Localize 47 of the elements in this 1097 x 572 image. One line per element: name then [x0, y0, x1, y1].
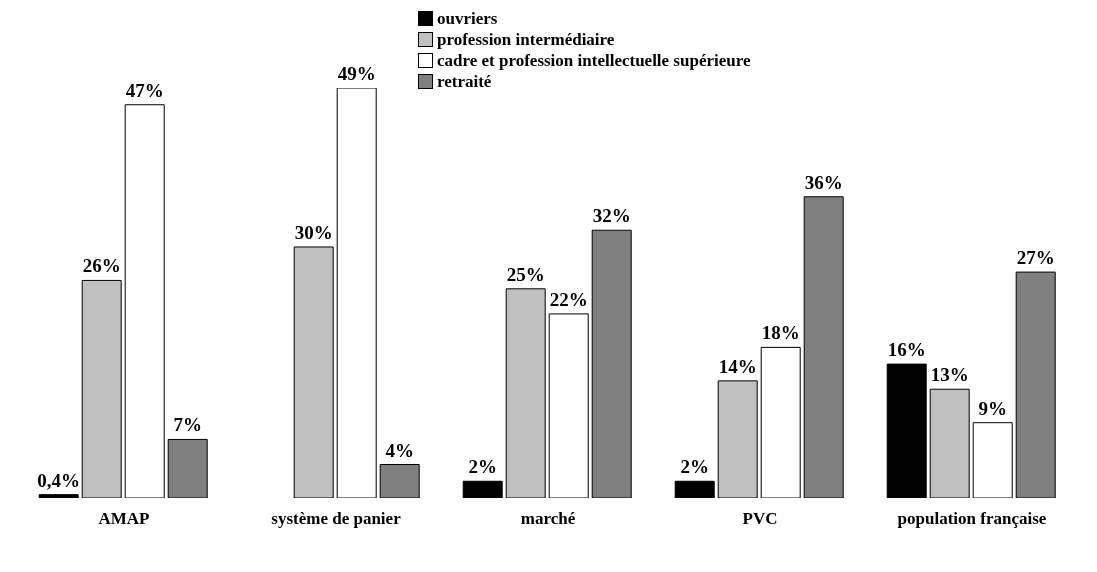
x-tick-label: PVC [742, 509, 778, 529]
data-label: 22% [549, 288, 588, 310]
data-label: 32% [592, 205, 631, 227]
bar [972, 422, 1013, 498]
bar [81, 279, 122, 498]
x-tick-label: système de panier [271, 509, 402, 529]
data-label: 25% [506, 263, 545, 285]
data-label: 13% [930, 364, 969, 386]
x-tick-label: population française [897, 509, 1047, 529]
bar [929, 388, 970, 498]
bar [462, 480, 503, 498]
bar [124, 104, 165, 498]
bar [674, 480, 715, 498]
bar [505, 288, 546, 498]
data-label: 16% [887, 339, 926, 361]
data-label: 49% [337, 63, 376, 84]
bar [760, 346, 801, 498]
data-label: 7% [173, 414, 202, 436]
legend-label: retraité [437, 71, 492, 92]
legend-label: ouvriers [437, 8, 498, 29]
bar [717, 380, 758, 498]
data-label: 18% [761, 322, 800, 344]
bar [1015, 271, 1056, 498]
bar [379, 464, 420, 498]
data-label: 47% [125, 79, 164, 101]
bar [167, 438, 208, 498]
legend-label: profession intermédiaire [437, 29, 615, 50]
bar [886, 363, 927, 498]
legend-label: cadre et profession intellectuelle supérieure [437, 50, 751, 71]
bar [38, 494, 79, 498]
data-label: 2% [468, 456, 497, 478]
data-label: 14% [718, 355, 757, 377]
bar [548, 313, 589, 498]
data-label: 0,4% [37, 469, 81, 491]
bar [803, 196, 844, 498]
data-label: 9% [978, 397, 1007, 419]
data-label: 4% [385, 439, 414, 461]
data-label: 2% [680, 456, 709, 478]
bar [336, 88, 377, 498]
bar [591, 229, 632, 498]
x-tick-label: marché [520, 509, 576, 529]
x-tick-label: AMAP [98, 509, 150, 529]
bar [293, 246, 334, 498]
data-label: 36% [804, 171, 843, 193]
data-label: 27% [1016, 247, 1055, 269]
data-label: 26% [82, 255, 121, 277]
data-label: 30% [294, 221, 333, 243]
